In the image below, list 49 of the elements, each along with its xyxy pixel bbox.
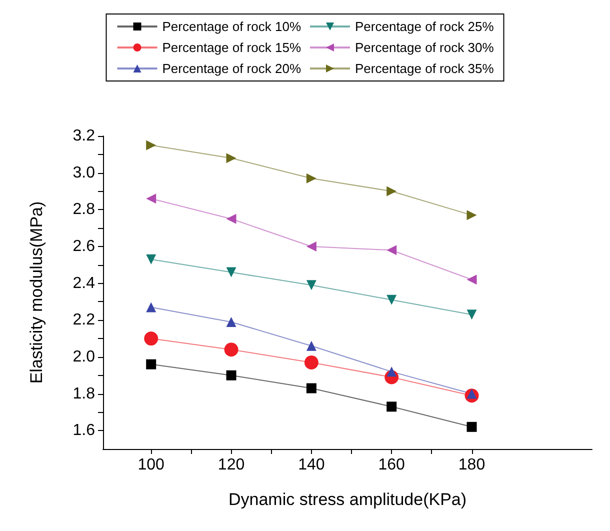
point <box>466 210 477 220</box>
point <box>466 310 477 320</box>
y-tick-label: 2.4 <box>72 274 96 292</box>
point <box>146 302 156 312</box>
y-tick-label: 2.6 <box>72 238 96 255</box>
point <box>226 316 236 327</box>
point <box>224 342 238 357</box>
point <box>386 245 397 256</box>
point <box>306 383 316 394</box>
x-tick-label: 160 <box>378 456 406 474</box>
y-tick-label: 1.6 <box>72 422 96 440</box>
y-tick-label: 3.2 <box>72 128 96 144</box>
point <box>386 186 397 196</box>
point <box>466 422 477 432</box>
point <box>226 267 236 278</box>
point <box>466 274 477 285</box>
y-tick-label: 2.0 <box>72 348 96 366</box>
x-tick-label: 180 <box>458 456 486 474</box>
y-tick-label: 2.2 <box>72 312 96 329</box>
point <box>226 214 236 224</box>
point <box>146 194 156 204</box>
x-tick-label: 140 <box>298 456 325 474</box>
legend-label: Percentage of rock 20% <box>162 61 302 76</box>
point <box>226 370 236 380</box>
legend-label: Percentage of rock 10% <box>162 19 302 34</box>
legend-label: Percentage of rock 15% <box>162 40 302 55</box>
point <box>386 402 397 412</box>
legend-label: Percentage of rock 30% <box>355 40 494 55</box>
point <box>386 366 397 377</box>
point <box>306 173 316 184</box>
point <box>146 359 156 370</box>
point <box>146 140 156 150</box>
y-axis-title: Elasticity modulus(MPa) <box>27 201 46 384</box>
legend-label: Percentage of rock 25% <box>355 19 494 34</box>
point <box>304 355 318 370</box>
y-tick-label: 3.0 <box>72 164 96 182</box>
point <box>306 241 316 252</box>
x-tick-label: 100 <box>138 456 165 474</box>
point <box>226 153 236 164</box>
point <box>144 332 158 346</box>
x-tick-label: 120 <box>218 456 245 474</box>
y-tick-label: 2.8 <box>72 201 96 218</box>
point <box>146 254 156 264</box>
x-axis-title: Dynamic stress amplitude(KPa) <box>228 490 467 509</box>
legend-label: Percentage of rock 35% <box>355 61 494 76</box>
point <box>306 340 316 351</box>
y-tick-label: 1.8 <box>72 385 96 402</box>
point <box>386 294 397 305</box>
point <box>306 280 316 290</box>
